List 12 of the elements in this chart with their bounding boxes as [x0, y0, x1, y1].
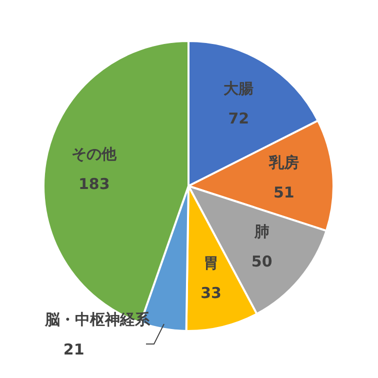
- data-label: 21: [63, 340, 84, 358]
- data-label: 51: [273, 184, 294, 202]
- slice-label: 肺: [253, 222, 270, 240]
- slice-label: 脳・中枢神経系: [44, 310, 151, 328]
- data-label: 50: [251, 252, 272, 270]
- data-label: 183: [78, 174, 110, 193]
- slice-label: 胃: [204, 254, 219, 272]
- data-label: 33: [200, 284, 222, 302]
- slice-label: その他: [72, 144, 118, 163]
- slice-label: 大腸: [224, 79, 254, 98]
- data-label: 72: [228, 109, 250, 128]
- slice-label: 乳房: [268, 154, 299, 172]
